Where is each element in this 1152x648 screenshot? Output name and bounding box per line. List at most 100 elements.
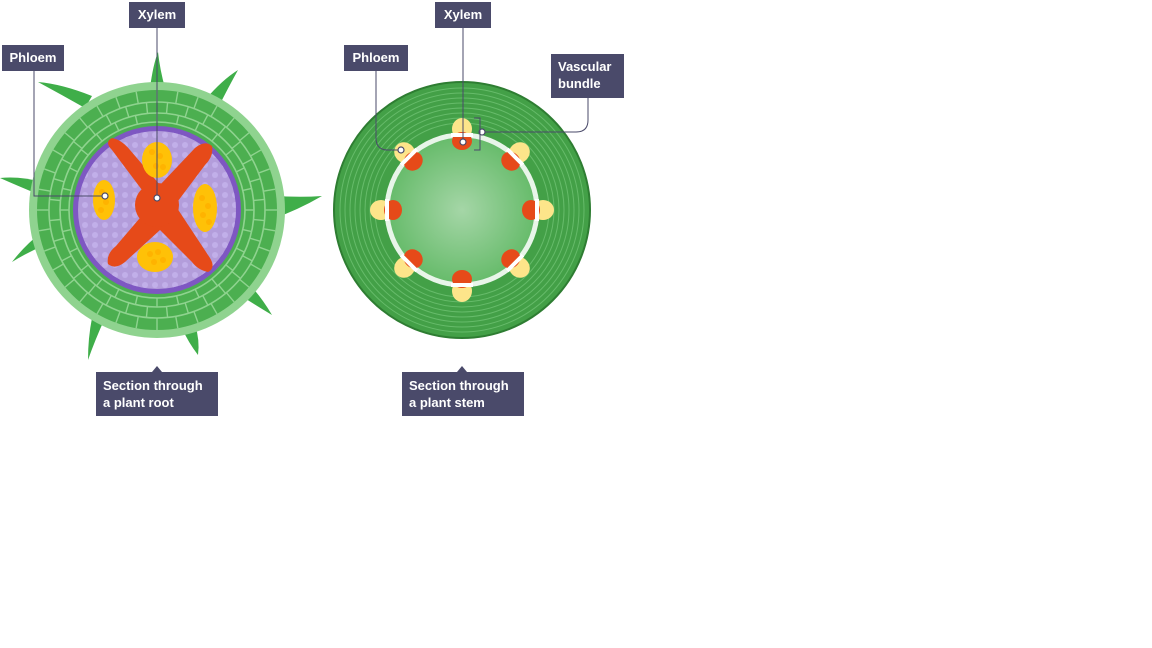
bundle-cambium	[505, 147, 525, 167]
cortex-cell-wall	[194, 288, 200, 298]
cortex-cell-wall	[43, 246, 56, 252]
cortex-cell-wall	[49, 198, 61, 202]
cortex-cell-wall	[263, 188, 276, 192]
stem-phloem-leader	[375, 70, 401, 151]
cortex-cell-wall	[231, 270, 241, 280]
stem-pith	[387, 135, 537, 285]
cortex-cell-wall	[87, 126, 97, 136]
cortex-cell-wall	[211, 133, 219, 142]
cortex-cell-wall	[145, 102, 149, 114]
cortex-cell-wall	[115, 311, 121, 324]
cortex-cell-wall	[184, 106, 190, 118]
cortex-cell-wall	[193, 96, 199, 109]
cortex-cell-wall	[64, 278, 75, 288]
stem-caption: Section through a plant stem	[402, 372, 524, 416]
cortex-cell-wall	[194, 122, 200, 132]
stem-bundle-line1: Vascular	[558, 59, 612, 74]
cortex-cell-wall	[250, 149, 262, 157]
bundle-cambium	[385, 199, 389, 221]
cortex-cell-wall	[175, 91, 179, 104]
cortex-cell-wall	[225, 117, 235, 128]
cortex-cell-wall	[258, 246, 271, 252]
cortex-cell-wall	[175, 316, 179, 329]
cortex-cell-wall	[52, 263, 64, 271]
cortex-cell-wall	[135, 91, 139, 104]
cortex-cell-wall	[105, 114, 112, 125]
stem-caption-pointer	[457, 366, 467, 372]
cortex-cell-wall	[184, 302, 190, 314]
vascular-bundle	[501, 142, 530, 171]
cortex-cell-wall	[202, 114, 209, 125]
cortex-cell-wall	[175, 115, 180, 125]
stem-caption-line1: Section through	[409, 378, 509, 393]
cortex-cell-wall	[124, 106, 130, 118]
cortex-cell-wall	[225, 292, 235, 303]
stem-bundle-label: Vascular bundle	[551, 54, 624, 98]
cortex-cell-wall	[69, 247, 79, 253]
cortex-cell-wall	[115, 96, 121, 109]
root-caption-line2: a plant root	[103, 395, 174, 410]
cortex-cell-wall	[242, 187, 252, 192]
stem-xylem-label-text: Xylem	[444, 7, 482, 22]
cortex-cell-wall	[231, 140, 241, 150]
cortex-cell-wall	[87, 284, 97, 294]
cortex-cell-wall	[210, 303, 218, 315]
stem-bundle-line2: bundle	[558, 76, 601, 91]
leader-lines	[33, 28, 589, 372]
cortex-cell-wall	[79, 292, 89, 303]
cortex-cell-wall	[239, 278, 250, 288]
cortex-cell-wall	[114, 288, 120, 298]
cortex-cell-wall	[62, 187, 72, 192]
cortex-cell-wall	[53, 237, 65, 243]
cortex-cell-wall	[73, 270, 83, 280]
cortex-cell-wall	[250, 263, 262, 271]
root-caption: Section through a plant root	[96, 372, 218, 416]
cortex-cell-wall	[235, 167, 245, 173]
cortex-cell-wall	[135, 316, 139, 329]
cortex-cell-wall	[80, 148, 89, 156]
cortex-cell-wall	[175, 295, 180, 305]
cortex-cell-wall	[242, 158, 253, 165]
root-phloem-label: Phloem	[2, 45, 64, 71]
stem-bundle-bracket	[474, 117, 481, 151]
cortex-cell-wall	[96, 303, 104, 315]
bundle-cambium	[399, 253, 419, 273]
cortex-cell-wall	[105, 295, 112, 306]
cortex-cell-wall	[62, 228, 72, 233]
stem-bundle-leader	[482, 98, 589, 133]
cortex-cell-wall	[239, 132, 250, 142]
cortex-cell-wall	[263, 228, 276, 232]
cortex-cell-wall	[225, 148, 234, 156]
root-caption-pointer	[152, 366, 162, 372]
vascular-bundle	[501, 249, 530, 278]
stem-phloem-label-text: Phloem	[353, 50, 400, 65]
cortex-cell-wall	[61, 255, 72, 262]
stem-phloem-dot	[397, 146, 405, 154]
vascular-bundle	[451, 270, 473, 302]
cortex-cell-wall	[217, 284, 227, 294]
stem-phloem-label: Phloem	[344, 45, 408, 71]
cortex-cell-wall	[249, 177, 261, 183]
bundle-xylem	[403, 249, 423, 269]
cortex-cell-wall	[134, 295, 139, 305]
cortex-cell-wall	[95, 133, 103, 142]
vascular-bundle	[522, 199, 554, 221]
cortex-cell-wall	[96, 105, 104, 117]
bundle-cambium	[451, 133, 473, 137]
cortex-cell-wall	[217, 126, 227, 136]
cortex-cell-wall	[69, 167, 79, 173]
stem-xylem-label: Xylem	[435, 2, 491, 28]
cortex-cell-wall	[145, 306, 149, 318]
cortex-cell-wall	[64, 132, 75, 142]
cortex-cell-wall	[235, 247, 245, 253]
cortex-cell-wall	[124, 302, 130, 314]
stem-xylem-dot	[459, 138, 467, 146]
root-xylem-label: Xylem	[129, 2, 185, 28]
cortex-cell-wall	[52, 149, 64, 157]
root-phloem-label-text: Phloem	[10, 50, 57, 65]
cortex-cell-wall	[210, 105, 218, 117]
cortex-cell-wall	[258, 168, 271, 174]
cortex-cell-wall	[38, 188, 51, 192]
bundle-cambium	[505, 253, 525, 273]
